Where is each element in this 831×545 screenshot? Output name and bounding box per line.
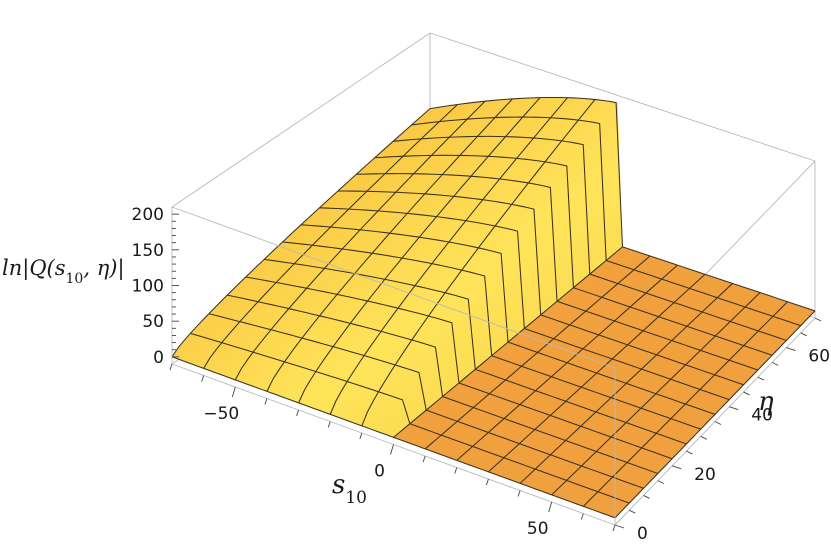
x-tick	[517, 490, 521, 497]
y-tick	[686, 450, 693, 455]
mesh-line	[411, 116, 801, 327]
x-tick-label: −50	[203, 404, 239, 424]
mesh-line	[227, 294, 659, 475]
x-axis-label: s10	[332, 470, 367, 508]
z-tick-label: 0	[153, 348, 164, 368]
z-tick-label: 100	[132, 277, 164, 297]
y-tick-label: 20	[694, 465, 716, 485]
x-axis-label-main: s	[332, 470, 345, 500]
z-tick-label: 150	[132, 241, 164, 261]
mesh-line	[300, 224, 716, 415]
y-tick-label: 60	[808, 347, 830, 367]
y-tick	[757, 376, 765, 381]
mesh-line	[374, 154, 773, 356]
mesh-line	[393, 135, 787, 341]
y-axis-label: η	[758, 387, 774, 417]
z-axis-label: ln|Q(s10, η)|	[2, 256, 125, 287]
x-tick	[548, 501, 553, 513]
y-tick	[714, 421, 722, 425]
y-tick	[743, 391, 750, 396]
x-tick	[231, 386, 236, 398]
x-tick	[201, 375, 205, 382]
mesh-line	[264, 258, 687, 445]
y-tick-label: 40	[751, 406, 773, 426]
box-edge	[171, 32, 431, 208]
x-axis-label-sub: 10	[345, 488, 367, 508]
y-tick	[672, 465, 682, 470]
x-tick	[296, 409, 299, 417]
y-tick	[629, 509, 636, 514]
mesh-line	[171, 356, 616, 519]
y-tick	[700, 435, 707, 440]
z-axis-label-sub: 10	[66, 271, 84, 287]
z-axis-label-tail: , η)|	[83, 256, 124, 281]
x-tick	[359, 432, 363, 440]
z-tick-label: 200	[132, 205, 164, 225]
x-tick-label: 50	[527, 519, 549, 539]
mesh-line	[190, 332, 630, 504]
y-tick	[814, 317, 822, 322]
box-edge	[429, 32, 816, 162]
mesh-line	[429, 96, 816, 312]
x-tick	[612, 524, 616, 532]
mesh-line	[356, 173, 759, 371]
y-tick-label: 0	[637, 524, 648, 544]
y-tick	[657, 480, 665, 485]
x-tick	[169, 363, 173, 371]
mesh-line	[319, 207, 730, 401]
axis-ticks: −50 0 50 0 20 40 60 0 50 100 150 200	[132, 205, 831, 544]
y-tick	[643, 495, 650, 499]
x-tick-label: 0	[374, 462, 385, 482]
y-tick	[614, 524, 625, 529]
mesh-line	[245, 276, 673, 460]
x-tick	[580, 513, 584, 520]
y-tick	[771, 361, 779, 366]
y-tick	[729, 406, 739, 411]
mesh-line	[337, 190, 744, 386]
x-tick	[390, 444, 394, 455]
surface-ridge	[172, 97, 623, 438]
z-axis-label-main: ln|Q(s	[2, 256, 66, 281]
y-tick	[800, 332, 807, 337]
surface	[171, 96, 816, 519]
x-tick	[264, 398, 268, 405]
z-tick-label: 50	[142, 312, 164, 332]
x-tick	[422, 455, 426, 463]
y-tick	[786, 347, 796, 351]
mesh-line	[282, 241, 701, 430]
x-tick	[454, 467, 458, 474]
mesh-line	[208, 313, 644, 489]
x-tick	[327, 421, 331, 428]
box-edge	[171, 206, 616, 369]
x-tick	[486, 478, 489, 486]
